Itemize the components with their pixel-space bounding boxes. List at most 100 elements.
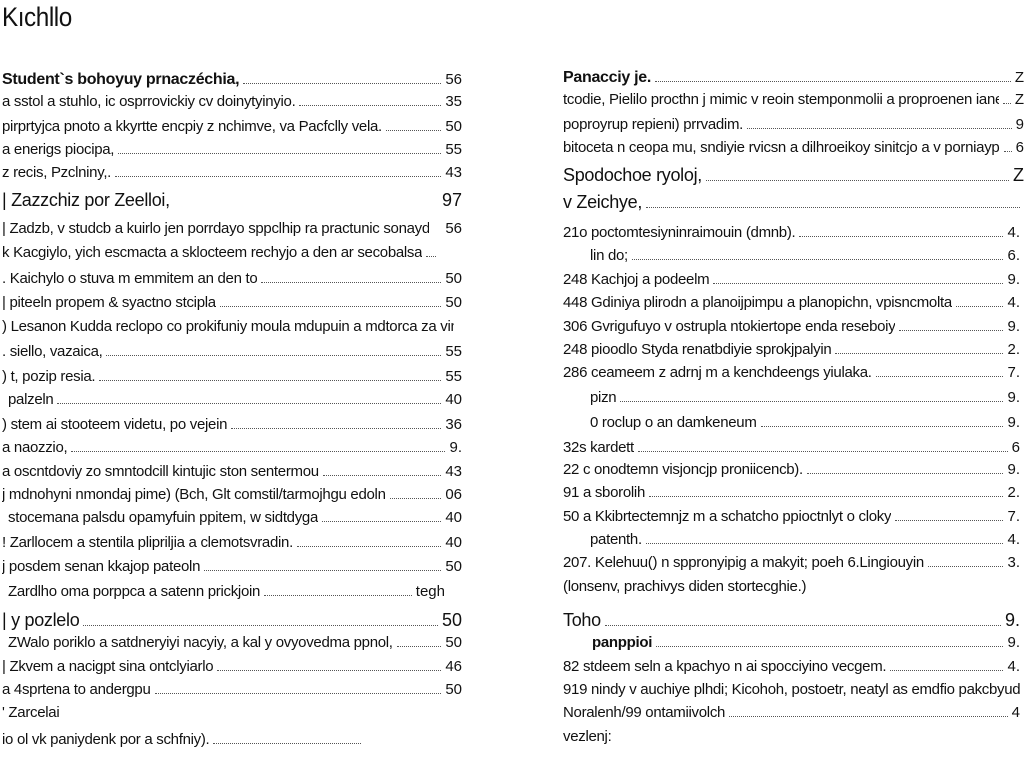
toc-entry[interactable]: 91 a sborolih 2. [563,483,1020,503]
toc-entry[interactable]: k Kacgiylo, yich escmacta a sklocteem re… [2,243,440,263]
toc-page-number: 46 [445,658,462,675]
dot-leader [99,380,442,381]
dot-leader [631,259,1004,260]
toc-page-number: Z [1013,165,1024,185]
toc-page-number: tegh [415,583,445,600]
toc-page-number: 40 [445,509,462,526]
toc-entry[interactable]: | piteeln propem & syactno stcipla 50 [2,293,462,313]
page-title: Kıchllo [2,2,72,32]
toc-entry-title: vezlenj: [563,728,612,745]
toc-entry[interactable]: ) Lesanon Kudda reclopo co prokifuniy mo… [2,317,470,337]
toc-entry[interactable]: 306 Gvrigufuyo v ostrupla ntokiertope en… [563,317,1020,337]
toc-page-number: 55 [445,343,462,360]
toc-entry[interactable]: 0 roclup o an damkeneum 9. [590,413,1020,433]
dot-leader [799,236,1004,237]
toc-page-number: 35 [445,93,462,110]
toc-entry[interactable]: Noralenh/99 ontamiivolch 4 [563,703,1020,723]
toc-entry[interactable]: ) t, pozip resia. 55 [2,367,462,387]
toc-entry-title: Noralenh/99 ontamiivolch [563,704,726,721]
dot-leader [649,496,1004,497]
toc-entry[interactable]: j posdem senan kkajop pateoln 50 [2,557,462,577]
toc-entry[interactable]: (lonsenv, prachivys diden stortecghie.) [563,577,1020,597]
toc-entry-title: 22 c onodtemn visjoncjp proniicencb). [563,461,803,478]
toc-entry[interactable]: Zardlho oma porppca a satenn prickjoin te… [8,582,445,602]
toc-entry[interactable]: | Zazzchiz por Zeelloi, 97 [2,190,462,210]
toc-entry[interactable]: a enerigs piocipa, 55 [2,140,462,160]
toc-entry[interactable]: patenth. 4. [590,530,1020,550]
toc-entry[interactable]: Toho 9. [563,610,1020,630]
toc-entry[interactable]: ZWalo poriklo a satdneryiyi nacyiy, a ka… [8,633,462,653]
dot-leader [219,306,442,307]
toc-page-number: 7. [1007,508,1020,525]
toc-page-number: Z [1014,91,1024,108]
toc-entry-title: 919 nindy v auchiye plhdi; Kicohoh, post… [563,681,1020,698]
toc-entry[interactable]: | y pozlelo 50 [2,610,462,630]
toc-entry[interactable]: 21o poctomtesiyninraimouin (dmnb). 4. [563,223,1020,243]
dot-leader [217,670,442,671]
toc-entry[interactable]: ! Zarllocem a stentila plipriljia a clem… [2,533,462,553]
toc-entry[interactable]: 32s kardett 6 [563,438,1020,458]
toc-entry-title: Zardlho oma porppca a satenn prickjoin [8,583,261,600]
toc-entry[interactable]: 22 c onodtemn visjoncjp proniicencb). 9. [563,460,1020,480]
toc-entry[interactable]: palzeln 40 [8,390,462,410]
toc-entry[interactable]: io ol vk paniydenk por a schfniy). [2,730,365,750]
toc-entry-title: stocemana palsdu opamyfuin ppitem, w sid… [8,509,319,526]
toc-entry[interactable]: pirprtyjca pnoto a kkyrtte encpiy z nchi… [2,117,462,137]
toc-entry-title: 91 a sborolih [563,484,645,501]
toc-entry-title: | y pozlelo [2,610,80,630]
toc-page-number: 43 [445,463,462,480]
toc-entry[interactable]: vezlenj: [563,727,1020,747]
toc-entry[interactable]: a oscntdoviy zo smntodcill kintujic ston… [2,462,462,482]
dot-leader [264,595,412,596]
toc-entry-title: 248 Kachjoj a podeelm [563,271,710,288]
dot-leader [890,670,1004,671]
dot-leader [396,646,442,647]
toc-entry-title: 82 stdeem seln a kpachyo n ai spocciyino… [563,658,887,675]
toc-entry[interactable]: ) stem ai stooteem videtu, po vejein 36 [2,415,462,435]
toc-entry-title: panppioi [592,634,653,651]
toc-page-number: 9. [449,439,462,456]
toc-entry-title: Student`s bohoyuy prnaczéchia, [2,71,240,88]
dot-leader [645,543,1004,544]
toc-entry[interactable]: Student`s bohoyuy prnaczéchia, 56 [2,70,462,90]
toc-entry[interactable]: stocemana palsdu opamyfuin ppitem, w sid… [8,508,462,528]
toc-entry[interactable]: ' Zarcelai [2,703,462,723]
toc-entry[interactable]: panppioi 9. [592,633,1020,653]
toc-entry[interactable]: a 4sprtena to andergpu 50 [2,680,462,700]
toc-entry[interactable]: Spodochoe ryoloj, Z [563,165,1024,185]
dot-leader [299,105,442,106]
toc-entry[interactable]: a sstol a stuhlo, ic osprrovickiy cv doi… [2,92,462,112]
toc-entry[interactable]: 248 pioodlo Styda renatbdiyie sprokjpaly… [563,340,1020,360]
toc-entry[interactable]: poproyrup repieni) prrvadim. 9 [563,115,1024,135]
toc-entry[interactable]: | Zadzb, v studcb a kuirlo jen porrdayo … [2,219,462,239]
toc-entry[interactable]: pizn 9. [590,388,1020,408]
toc-entry[interactable]: j mdnohyni nmondaj pime) (Bch, Glt comst… [2,485,462,505]
toc-entry-title: 286 ceameem z adrnj m a kenchdeengs yiul… [563,364,872,381]
dot-leader [955,306,1004,307]
toc-entry[interactable]: 919 nindy v auchiye plhdi; Kicohoh, post… [563,680,1020,700]
toc-entry[interactable]: Panacciy je. Z [563,68,1024,88]
toc-page-number: 3. [1007,554,1020,571]
dot-leader [875,376,1004,377]
toc-page-number: 2. [1007,341,1020,358]
toc-entry[interactable]: 248 Kachjoj a podeelm 9. [563,270,1020,290]
toc-entry-title: | Zkvem a nacigpt sina ontclyiarlo [2,658,214,675]
toc-entry-title: . Kaichylo o stuva m emmitem an den to [2,270,258,287]
toc-entry[interactable]: . siello, vazaica, 55 [2,342,462,362]
toc-entry[interactable]: . Kaichylo o stuva m emmitem an den to 50 [2,269,462,289]
toc-entry[interactable]: | Zkvem a nacigpt sina ontclyiarlo 46 [2,657,462,677]
toc-entry[interactable]: z recis, Pzclniny,. 43 [2,163,462,183]
toc-entry[interactable]: 50 a Kkibrtectemnjz m a schatcho ppioctn… [563,507,1020,527]
toc-entry[interactable]: a naozzio, 9. [2,438,462,458]
toc-entry[interactable]: 286 ceameem z adrnj m a kenchdeengs yiul… [563,363,1020,383]
toc-entry[interactable]: 82 stdeem seln a kpachyo n ai spocciyino… [563,657,1020,677]
toc-entry[interactable]: v Zeichye, [563,192,1024,212]
toc-entry-title: a sstol a stuhlo, ic osprrovickiy cv doi… [2,93,296,110]
toc-entry[interactable]: 448 Gdiniya plirodn a planoijpimpu a pla… [563,293,1020,313]
toc-entry[interactable]: 207. Kelehuu() n sppronyipig a makyit; p… [563,553,1020,573]
toc-entry[interactable]: lin do; 6. [590,246,1020,266]
toc-entry[interactable]: bitoceta n ceopa mu, sndiyie rvicsn a di… [563,138,1024,158]
toc-entry-title: ) stem ai stooteem videtu, po vejein [2,416,228,433]
toc-entry[interactable]: tcodie, Pielilo procthn j mimic v reoin … [563,90,1024,110]
dot-leader [895,520,1004,521]
